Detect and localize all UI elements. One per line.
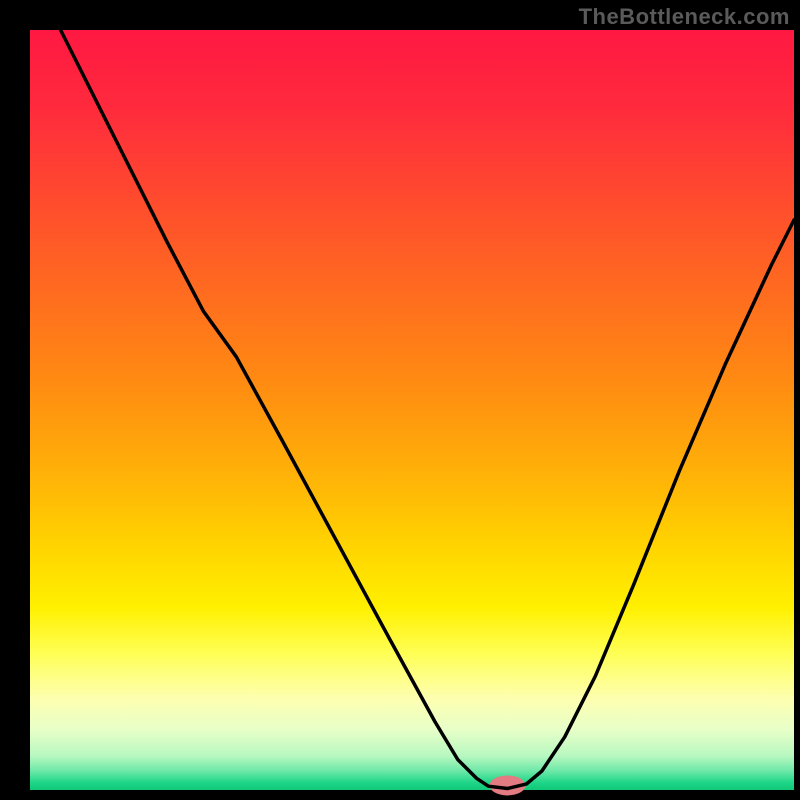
bottleneck-chart <box>0 0 800 800</box>
watermark-text: TheBottleneck.com <box>579 4 790 30</box>
chart-container: TheBottleneck.com <box>0 0 800 800</box>
plot-area <box>30 30 794 790</box>
